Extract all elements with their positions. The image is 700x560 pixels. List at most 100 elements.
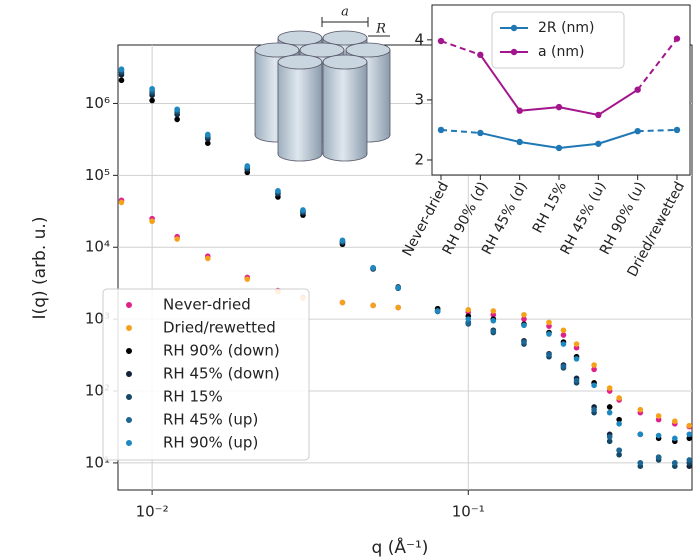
data-point bbox=[465, 320, 472, 326]
data-point bbox=[686, 422, 692, 429]
data-point bbox=[118, 199, 125, 206]
data-point bbox=[672, 435, 678, 442]
legend-marker bbox=[510, 48, 518, 56]
line-segment bbox=[440, 40, 481, 56]
legend-marker bbox=[126, 417, 132, 423]
legend-marker bbox=[126, 440, 132, 446]
data-point bbox=[204, 255, 211, 262]
cylinder-top bbox=[277, 54, 323, 70]
data-point bbox=[606, 409, 613, 416]
dimension-label: a bbox=[341, 5, 349, 20]
cylinder-top bbox=[322, 30, 368, 46]
data-point bbox=[174, 106, 180, 113]
data-point bbox=[339, 237, 346, 244]
data-point bbox=[672, 460, 678, 466]
data-point bbox=[174, 116, 180, 123]
y-axis-label: I(q) (arb. u.) bbox=[30, 217, 50, 320]
line-point bbox=[595, 140, 602, 147]
data-point bbox=[606, 404, 613, 410]
data-point bbox=[672, 418, 678, 425]
legend-label: Dried/rewetted bbox=[163, 319, 276, 337]
line-point bbox=[673, 35, 681, 42]
main-frame bbox=[117, 44, 693, 491]
data-point bbox=[616, 395, 622, 401]
data-point bbox=[591, 366, 597, 373]
legend-box bbox=[491, 11, 625, 69]
dimension-label: R bbox=[375, 22, 386, 37]
data-point bbox=[686, 457, 692, 463]
x-axis-label: q (Å⁻¹) bbox=[372, 536, 429, 558]
legend-label: RH 45% (up) bbox=[163, 411, 258, 429]
line-point bbox=[634, 127, 641, 135]
data-point bbox=[149, 97, 155, 104]
data-point bbox=[490, 311, 497, 318]
data-point bbox=[149, 85, 155, 92]
line-point bbox=[595, 111, 602, 119]
data-point bbox=[465, 316, 472, 322]
x-tick-label: 10⁻¹ bbox=[452, 503, 485, 521]
data-point bbox=[573, 341, 580, 347]
line-point bbox=[673, 126, 681, 134]
data-point bbox=[637, 406, 644, 413]
y-tick-label: 4 bbox=[414, 30, 424, 48]
legend-label: 2R (nm) bbox=[538, 20, 595, 36]
data-point bbox=[655, 413, 662, 419]
line-segment bbox=[519, 140, 560, 149]
data-point bbox=[244, 163, 251, 169]
line-point bbox=[555, 144, 563, 152]
y-tick-label: 2 bbox=[414, 150, 424, 168]
legend-marker bbox=[126, 348, 132, 354]
data-point bbox=[490, 328, 497, 334]
y-tick-label: 10⁴ bbox=[85, 238, 110, 256]
line-point bbox=[437, 37, 445, 45]
line-point bbox=[477, 129, 484, 137]
data-point bbox=[490, 317, 497, 324]
x-tick-label: RH 15% bbox=[530, 179, 570, 236]
legend-marker bbox=[126, 394, 132, 400]
data-point bbox=[546, 331, 552, 337]
line-segment bbox=[480, 131, 520, 143]
data-point bbox=[244, 276, 251, 282]
data-point bbox=[655, 454, 662, 461]
data-point bbox=[616, 447, 622, 454]
line-point bbox=[477, 51, 484, 59]
legend-label: RH 90% (down) bbox=[163, 342, 280, 360]
data-point bbox=[546, 319, 552, 326]
data-point bbox=[546, 351, 552, 358]
y-tick-label: 3 bbox=[414, 90, 424, 108]
legend-label: RH 15% bbox=[163, 388, 223, 406]
legend-marker bbox=[510, 24, 518, 32]
line-segment bbox=[597, 88, 639, 116]
data-point bbox=[606, 434, 613, 440]
data-point bbox=[521, 311, 527, 318]
line-segment bbox=[636, 38, 678, 91]
data-point bbox=[204, 131, 211, 138]
line-segment bbox=[519, 106, 560, 112]
legend-label: RH 90% (up) bbox=[163, 434, 258, 452]
data-point bbox=[395, 284, 401, 291]
data-point bbox=[616, 451, 622, 458]
data-point bbox=[370, 302, 376, 309]
data-point bbox=[637, 460, 644, 466]
line-point bbox=[516, 138, 523, 146]
data-point bbox=[465, 306, 472, 313]
data-point bbox=[560, 327, 567, 334]
data-point bbox=[521, 339, 527, 345]
data-point bbox=[686, 435, 692, 442]
cylinder-top bbox=[299, 42, 345, 58]
data-point bbox=[275, 187, 281, 194]
legend-label: a (nm) bbox=[538, 44, 584, 60]
data-point bbox=[521, 316, 527, 322]
line-point bbox=[555, 103, 563, 111]
data-point bbox=[637, 431, 644, 438]
cylinder-top bbox=[277, 30, 323, 46]
data-point bbox=[560, 363, 567, 370]
cylinder-diagram: aR bbox=[254, 5, 391, 162]
line-point bbox=[634, 86, 641, 93]
cylinder-top bbox=[254, 42, 300, 58]
data-point bbox=[616, 416, 622, 423]
data-point bbox=[686, 431, 692, 438]
legend-label: Never-dried bbox=[163, 296, 251, 314]
